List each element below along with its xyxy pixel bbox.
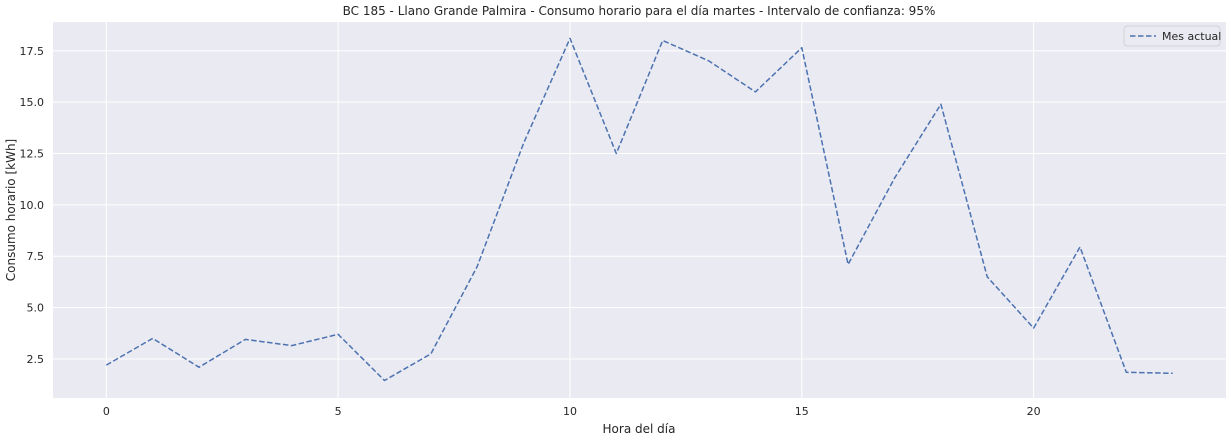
x-tick-label: 20 bbox=[1027, 405, 1041, 418]
series-layer bbox=[105, 37, 1173, 382]
series-line bbox=[105, 37, 1173, 382]
plot-background bbox=[53, 22, 1226, 398]
chart-title: BC 185 - Llano Grande Palmira - Consumo … bbox=[343, 4, 936, 18]
y-axis-label: Consumo horario [kWh] bbox=[4, 139, 18, 281]
y-tick-label: 10.0 bbox=[20, 199, 45, 212]
y-tick-labels: 2.5 5.0 7.5 10.0 12.5 15.0 17.5 bbox=[20, 45, 45, 366]
x-tick-label: 10 bbox=[563, 405, 577, 418]
legend-label: Mes actual bbox=[1162, 30, 1221, 43]
legend: Mes actual bbox=[1123, 25, 1221, 47]
x-tick-label: 0 bbox=[103, 405, 110, 418]
y-gridlines bbox=[53, 50, 1226, 360]
x-tick-labels: 0 5 10 15 20 bbox=[103, 405, 1041, 418]
y-tick-label: 17.5 bbox=[20, 45, 45, 58]
y-tick-label: 15.0 bbox=[20, 96, 45, 109]
y-tick-label: 2.5 bbox=[27, 353, 45, 366]
y-tick-label: 5.0 bbox=[27, 302, 45, 315]
y-tick-label: 12.5 bbox=[20, 147, 45, 160]
x-axis-label: Hora del día bbox=[603, 422, 676, 436]
y-tick-label: 7.5 bbox=[27, 250, 45, 263]
legend-box bbox=[1123, 25, 1221, 47]
x-tick-label: 5 bbox=[335, 405, 342, 418]
x-tick-label: 15 bbox=[795, 405, 809, 418]
